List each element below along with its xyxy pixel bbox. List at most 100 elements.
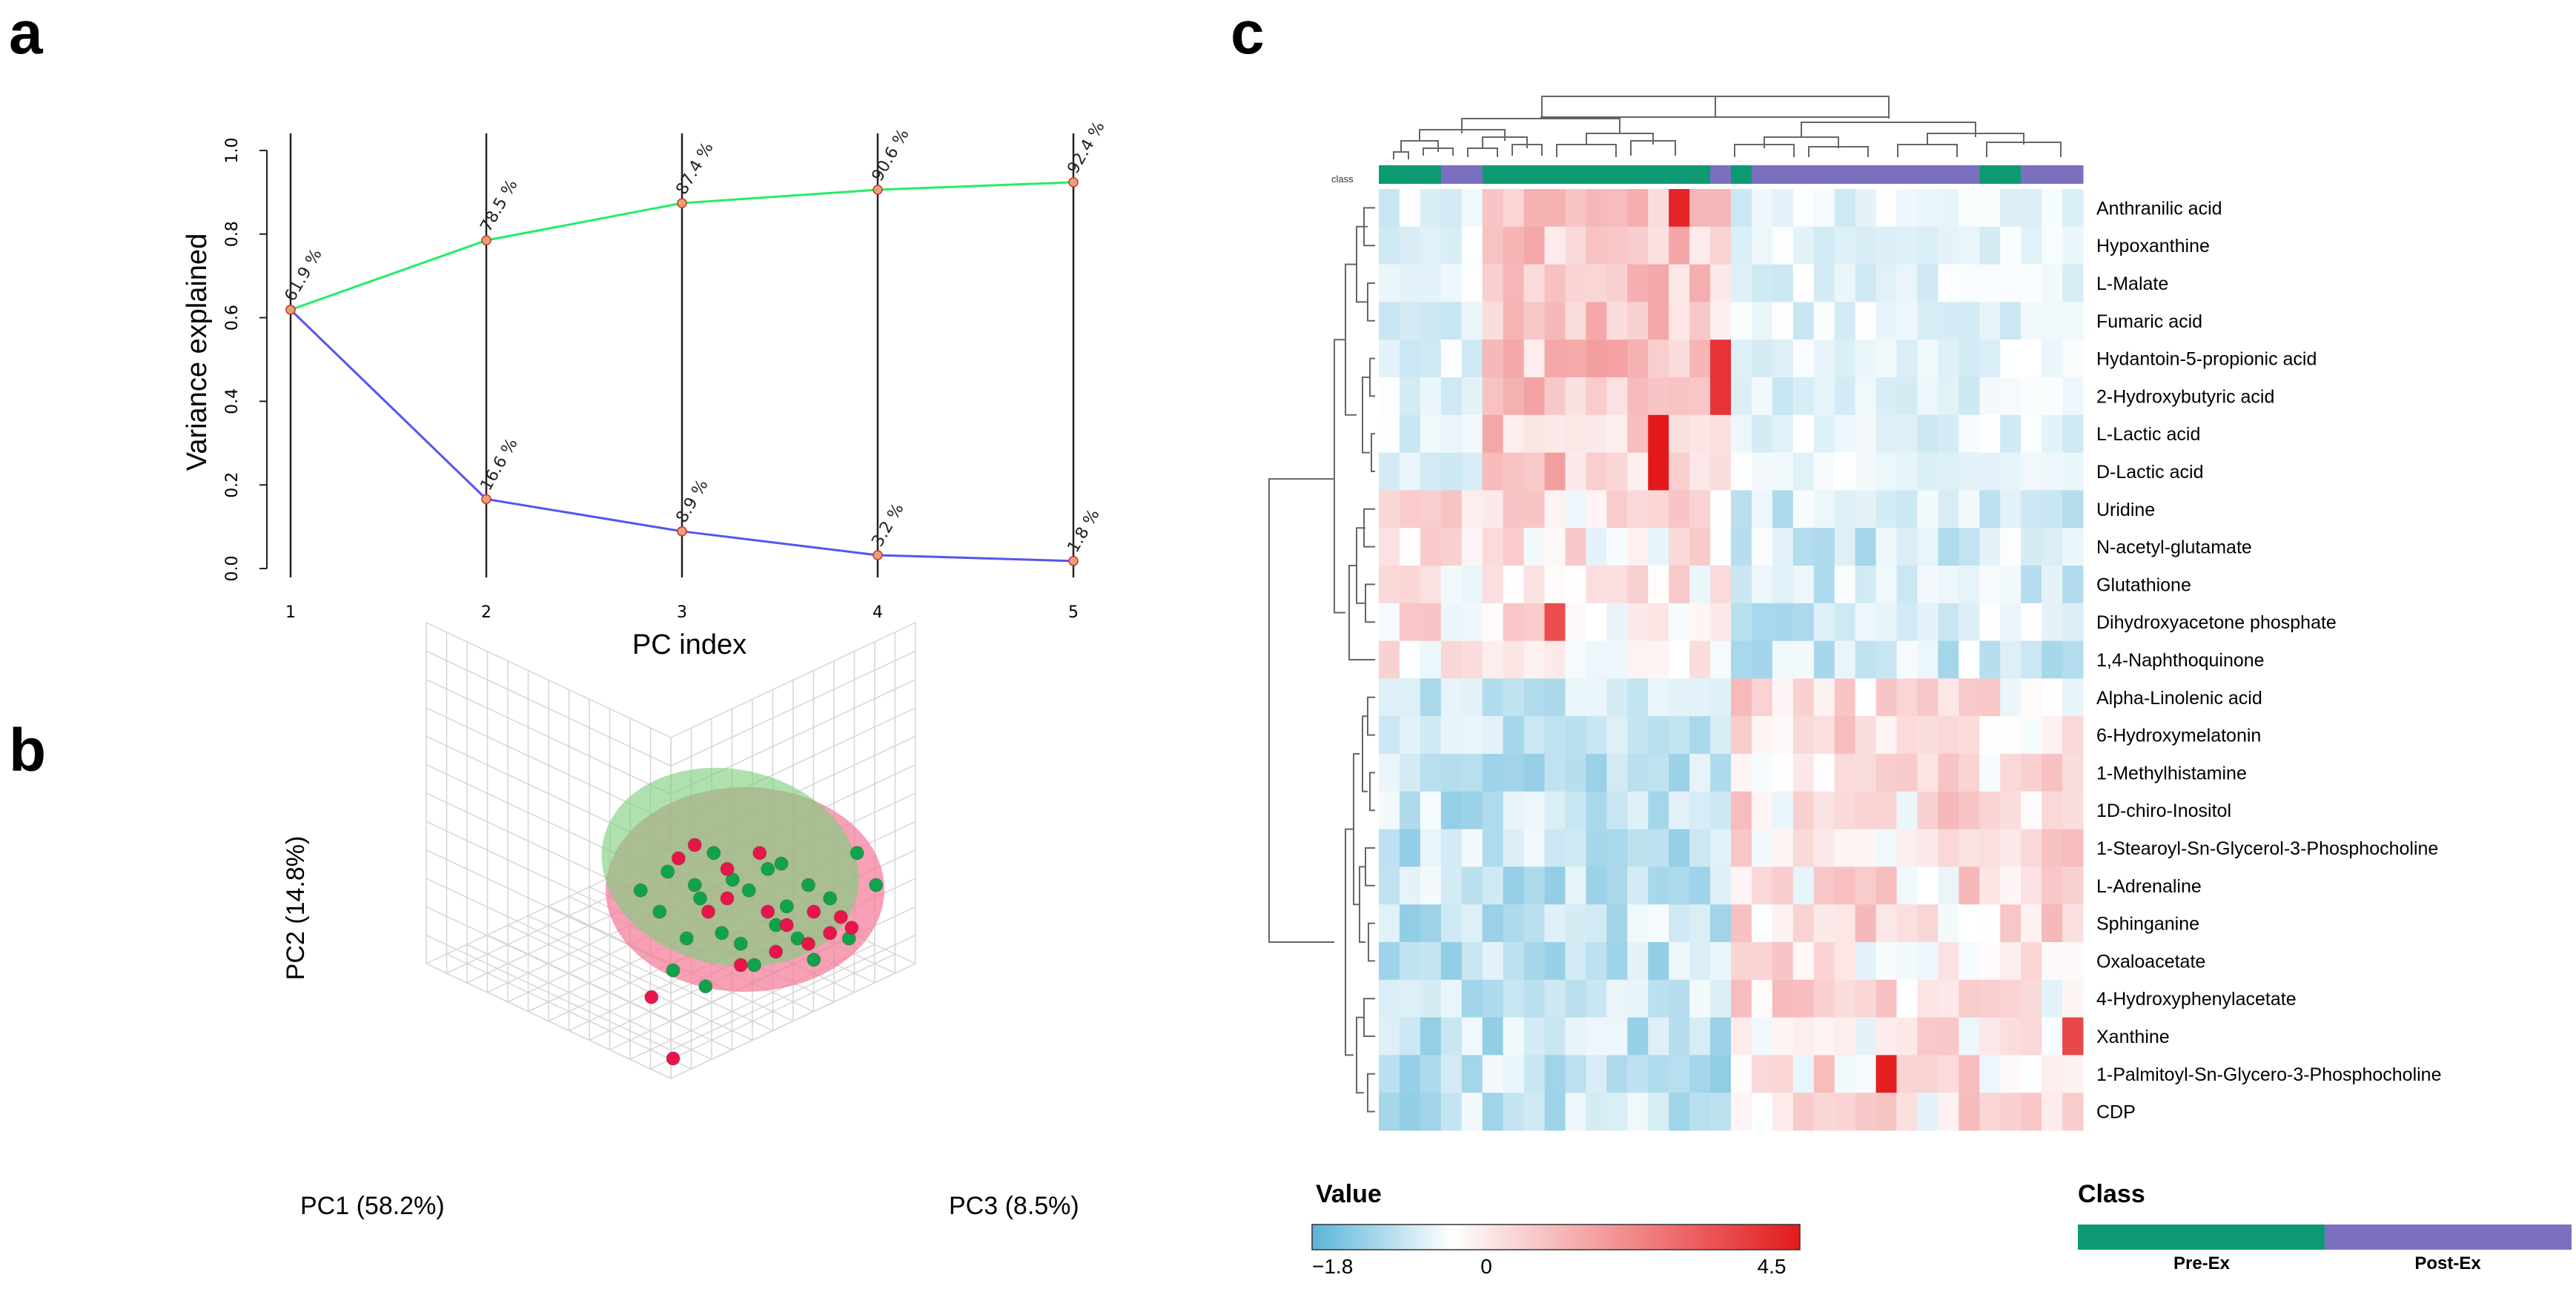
heatmap-cell <box>2062 566 2084 604</box>
heatmap-cell <box>1979 829 2001 867</box>
heatmap-cell <box>1399 528 1421 566</box>
heatmap-cell <box>1917 264 1938 302</box>
heatmap-cell <box>1731 716 1752 755</box>
heatmap-cell <box>1503 829 1525 867</box>
heatmap-cell <box>1648 1055 1669 1093</box>
heatmap-cell <box>2021 791 2042 830</box>
heatmap-cell <box>1731 754 1752 792</box>
heatmap-cell <box>1855 1017 1877 1056</box>
heatmap-cell <box>1565 264 1586 302</box>
heatmap-cell <box>1875 377 1898 416</box>
heatmap-cell <box>1482 414 1504 454</box>
heatmap-cell <box>1461 339 1483 378</box>
heatmap-cell <box>1813 904 1835 943</box>
pc2-label: PC2 (14.8%) <box>282 836 310 981</box>
heatmap-cell <box>1772 566 1794 604</box>
a-point <box>481 494 491 505</box>
heatmap-cell <box>1772 866 1794 905</box>
heatmap-cell <box>1834 866 1856 905</box>
row-label: 1D-chiro-Inositol <box>2096 801 2231 821</box>
heatmap-cell <box>1544 1055 1566 1093</box>
heatmap-cell <box>1586 640 1607 679</box>
heatmap-cell <box>1731 640 1752 679</box>
class-bar-cell <box>1772 165 1794 184</box>
heatmap-cell <box>1420 189 1442 228</box>
row-dendro-branch <box>1359 866 1365 943</box>
heatmap-cell <box>1503 302 1525 340</box>
heatmap-cell <box>1669 1055 1690 1093</box>
class-bar-cell <box>1855 165 1877 184</box>
b-point-post-ex <box>844 921 859 935</box>
row-label: 6-Hydroxymelatonin <box>2096 726 2261 746</box>
heatmap-cell <box>2062 339 2084 378</box>
heatmap-cell <box>1523 377 1546 416</box>
heatmap-cell <box>1938 791 1959 830</box>
heatmap-cell <box>1731 829 1752 867</box>
heatmap-cell <box>1669 603 1690 642</box>
heatmap-cell <box>1461 1093 1483 1131</box>
heatmap-cell <box>1420 979 1442 1018</box>
heatmap-cell <box>2062 716 2084 755</box>
heatmap-cell <box>1731 414 1752 454</box>
heatmap-cell <box>1875 566 1898 604</box>
b-point-pre-ex <box>790 931 805 946</box>
heatmap-cell <box>1420 866 1442 905</box>
heatmap-cell <box>1710 942 1732 981</box>
b-point-post-ex <box>644 990 659 1004</box>
heatmap-cell <box>1379 1017 1400 1056</box>
heatmap-cell <box>1399 226 1421 265</box>
heatmap-cell <box>2062 264 2084 302</box>
heatmap-cell <box>1731 904 1752 943</box>
heatmap-cell <box>1875 904 1898 943</box>
heatmap-cell <box>1544 566 1566 604</box>
heatmap-cell <box>1917 754 1938 792</box>
class-bar-cell <box>1523 165 1546 184</box>
class-bar-cell <box>1606 165 1628 184</box>
heatmap-cell <box>1440 1017 1463 1056</box>
heatmap-cell <box>1875 189 1898 228</box>
heatmap-cell <box>1875 490 1898 528</box>
heatmap-cell <box>1648 678 1669 717</box>
heatmap-cell <box>1813 1017 1835 1056</box>
a-point <box>677 526 687 537</box>
row-dendro-branch <box>1365 583 1375 623</box>
class-bar-cell <box>2000 165 2022 184</box>
heatmap-cell <box>1461 754 1483 792</box>
heatmap-cell <box>1792 490 1815 528</box>
heatmap-cell <box>1523 678 1546 717</box>
heatmap-cell <box>1379 1055 1400 1093</box>
heatmap-cell <box>1503 528 1525 566</box>
heatmap-cell <box>1855 754 1877 792</box>
heatmap-cell <box>1792 264 1815 302</box>
heatmap-cell <box>1523 866 1546 905</box>
b-point-pre-ex <box>779 899 794 914</box>
heatmap-cell <box>1979 302 2001 340</box>
row-label: Dihydroxyacetone phosphate <box>2096 612 2337 633</box>
heatmap-cell <box>1938 226 1959 265</box>
heatmap-cell <box>1855 490 1877 528</box>
heatmap-cell <box>1979 1017 2001 1056</box>
heatmap-cell <box>1689 979 1711 1018</box>
heatmap-cell <box>1959 791 1980 830</box>
heatmap-cell <box>2000 452 2022 491</box>
heatmap-cell <box>2062 528 2084 566</box>
heatmap-cell <box>1710 829 1732 867</box>
b-point-pre-ex <box>666 963 681 978</box>
a-ytick: 0.2 <box>223 472 242 498</box>
heatmap-cell <box>1813 566 1835 604</box>
heatmap-cell <box>1586 302 1607 340</box>
heatmap-cell <box>1565 566 1586 604</box>
heatmap-cell <box>1834 904 1856 943</box>
heatmap-cell <box>1440 640 1463 679</box>
heatmap-cell <box>1482 1017 1504 1056</box>
heatmap-cell <box>1710 490 1732 528</box>
heatmap-cell <box>1523 528 1546 566</box>
heatmap-cell <box>2042 716 2063 755</box>
heatmap-cell <box>1938 452 1959 491</box>
heatmap-cell <box>1503 226 1525 265</box>
heatmap-cell <box>1648 603 1669 642</box>
heatmap-cell <box>1440 716 1463 755</box>
heatmap-cell <box>1648 716 1669 755</box>
heatmap-cell <box>1731 189 1752 228</box>
heatmap-cell <box>1917 603 1938 642</box>
